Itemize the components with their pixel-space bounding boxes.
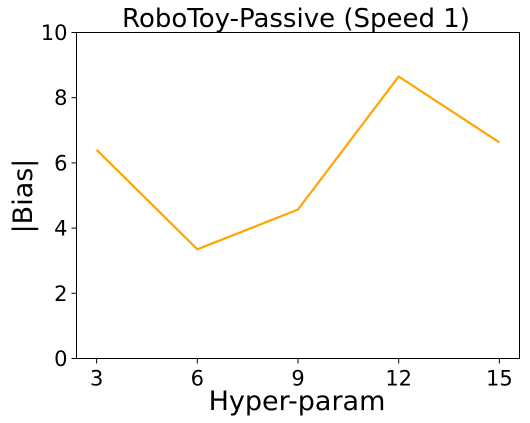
- series-line: [95, 75, 500, 251]
- x-tick-label: 9: [291, 367, 304, 391]
- y-axis: 0 2 4 6 8 10: [41, 21, 77, 371]
- y-tick-label: 2: [54, 282, 67, 306]
- x-tick-label: 3: [90, 367, 103, 391]
- y-tick-label: 0: [54, 347, 67, 371]
- y-tick-label: 10: [41, 21, 68, 45]
- x-tick-label: 12: [385, 367, 412, 391]
- x-axis: 3 6 9 12 15: [90, 358, 513, 391]
- series-group: [95, 75, 500, 251]
- y-tick-label: 8: [54, 86, 67, 110]
- y-tick-label: 4: [54, 217, 67, 241]
- chart-title: RoboToy-Passive (Speed 1): [122, 4, 470, 34]
- x-tick-label: 6: [191, 367, 204, 391]
- y-axis-label: |Bias|: [8, 159, 39, 234]
- y-tick-label: 6: [54, 151, 67, 175]
- x-axis-label: Hyper-param: [209, 386, 386, 417]
- x-tick-label: 15: [486, 367, 513, 391]
